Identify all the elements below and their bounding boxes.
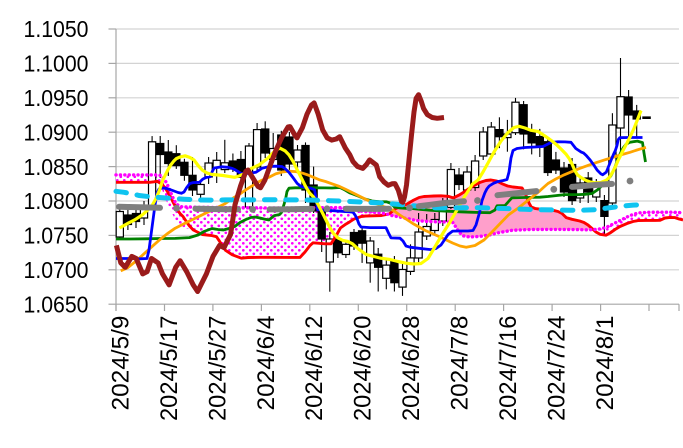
svg-text:1.1050: 1.1050: [24, 16, 89, 42]
svg-text:2024/6/12: 2024/6/12: [301, 316, 328, 422]
svg-text:2024/5/17: 2024/5/17: [156, 316, 183, 422]
svg-text:2024/7/8: 2024/7/8: [447, 315, 474, 410]
svg-text:1.0650: 1.0650: [24, 291, 89, 317]
svg-text:2024/7/24: 2024/7/24: [544, 316, 571, 422]
svg-text:2024/6/28: 2024/6/28: [398, 315, 425, 421]
svg-text:2024/8/1: 2024/8/1: [592, 316, 619, 411]
svg-text:2024/6/20: 2024/6/20: [350, 316, 377, 422]
svg-text:1.0950: 1.0950: [24, 85, 89, 111]
svg-text:1.0800: 1.0800: [24, 188, 89, 214]
svg-text:1.1000: 1.1000: [24, 51, 89, 77]
svg-text:1.0850: 1.0850: [24, 154, 89, 180]
svg-text:2024/7/16: 2024/7/16: [495, 316, 522, 422]
svg-text:1.0700: 1.0700: [24, 257, 89, 283]
svg-text:1.0750: 1.0750: [24, 223, 89, 249]
svg-text:2024/5/27: 2024/5/27: [204, 316, 231, 422]
svg-text:2024/6/4: 2024/6/4: [253, 316, 280, 411]
svg-text:1.0900: 1.0900: [24, 119, 89, 145]
svg-text:2024/5/9: 2024/5/9: [107, 316, 134, 411]
